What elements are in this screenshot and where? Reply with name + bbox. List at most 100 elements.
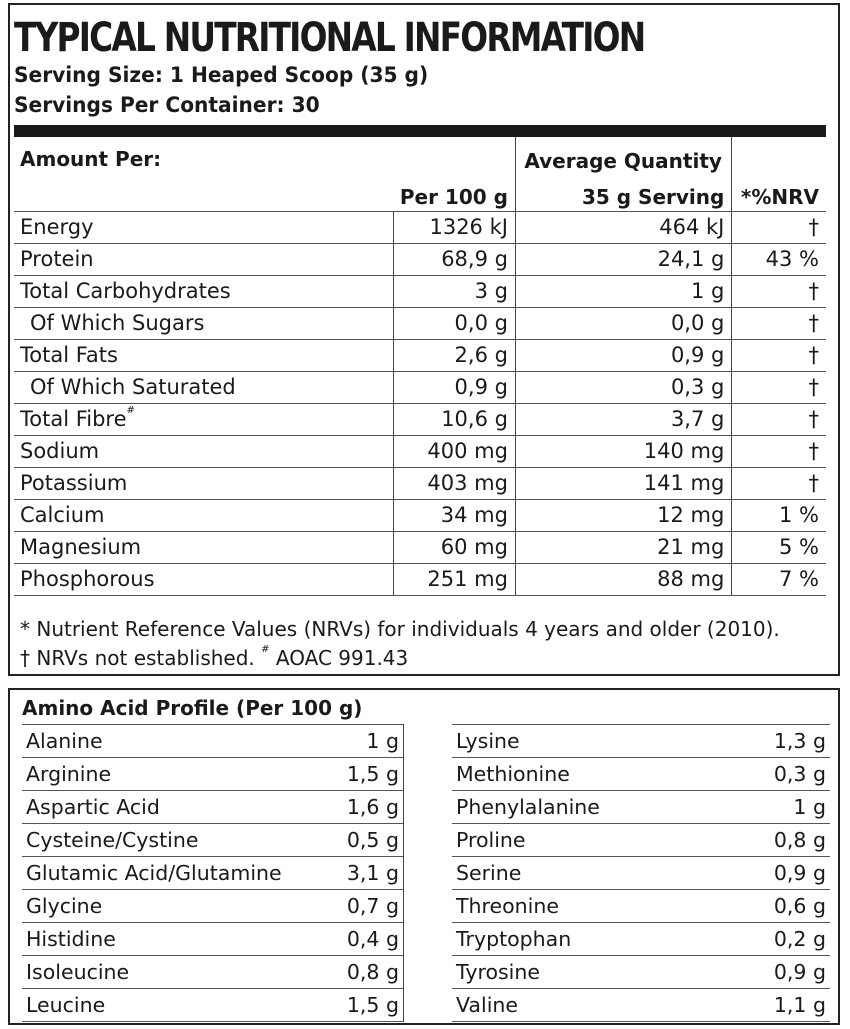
amino-acid-panel: [8, 688, 840, 1025]
footnote-sup: #: [261, 644, 270, 655]
serving-value: 464 kJ: [514, 210, 732, 243]
serving-value: 140 mg: [514, 434, 732, 467]
amino-value: 0,5 g: [332, 823, 405, 857]
amino-value: 1,1 g: [722, 988, 830, 1022]
nutrient-name: Total Carbohydrates: [14, 274, 394, 307]
footnote-dagger-text: † NRVs not established.: [20, 646, 255, 670]
amino-value: 0,3 g: [722, 757, 830, 791]
nrv-value: †: [731, 466, 826, 499]
amino-value: 0,2 g: [722, 922, 830, 956]
serving-value: 141 mg: [514, 466, 732, 499]
nutrient-name: Of Which Saturated: [14, 370, 394, 403]
amino-value: 0,6 g: [722, 889, 830, 923]
amino-value: 0,9 g: [722, 955, 830, 989]
amino-row: Alanine 1 g: [22, 724, 405, 758]
table-row: Calcium 34 mg 12 mg 1 %: [14, 498, 826, 531]
amount-per-header: Amount Per:: [20, 147, 162, 171]
nutrient-name-text: Sodium: [20, 439, 100, 463]
nutrient-name: Potassium: [14, 466, 394, 499]
amino-row: Valine 1,1 g: [452, 988, 830, 1022]
nutrient-name-text: Magnesium: [20, 535, 142, 559]
nutrient-name-text: Total Carbohydrates: [20, 279, 231, 303]
amino-name: Tryptophan: [452, 922, 723, 956]
nrv-value: 5 %: [731, 530, 826, 563]
per-100g-value: 34 mg: [393, 498, 516, 531]
footnote-aoac-text: AOAC 991.43: [275, 646, 409, 670]
nutrient-name: Magnesium: [14, 530, 394, 563]
nutrient-name: Total Fats: [14, 338, 394, 371]
table-row: Total Fats 2,6 g 0,9 g †: [14, 338, 826, 371]
nutrient-name: Protein: [14, 242, 394, 275]
nutrition-panel: [8, 3, 840, 676]
servings-per-container: Servings Per Container: 30: [14, 93, 320, 117]
amino-row: Serine 0,9 g: [452, 856, 830, 890]
amino-value: 0,8 g: [332, 955, 405, 989]
amino-name: Aspartic Acid: [22, 790, 333, 824]
nrv-header: *%NRV: [731, 137, 826, 211]
amino-row: Tyrosine 0,9 g: [452, 955, 830, 989]
amino-row: Proline 0,8 g: [452, 823, 830, 857]
nrv-value: 7 %: [731, 562, 826, 596]
nutrient-name-text: Calcium: [20, 503, 105, 527]
average-quantity-label: Average Quantity: [524, 148, 722, 173]
serving-value: 21 mg: [514, 530, 732, 563]
nrv-value: †: [731, 434, 826, 467]
amino-name: Histidine: [22, 922, 333, 956]
footnote-nrv: * Nutrient Reference Values (NRVs) for i…: [20, 617, 780, 641]
table-row: Total Fibre# 10,6 g 3,7 g †: [14, 402, 826, 435]
amino-row: Isoleucine 0,8 g: [22, 955, 405, 989]
nrv-value: †: [731, 210, 826, 243]
amino-name: Lysine: [452, 724, 723, 758]
nrv-value: †: [731, 274, 826, 307]
amino-value: 1 g: [332, 724, 405, 758]
per-100g-value: 0,9 g: [393, 370, 516, 403]
amino-name: Cysteine/Cystine: [22, 823, 333, 857]
serving-value: 0,9 g: [514, 338, 732, 371]
nrv-value: †: [731, 338, 826, 371]
nutrient-name-text: Phosphorous: [20, 567, 155, 591]
nutrient-name-text: Total Fibre: [20, 407, 127, 431]
amino-name: Phenylalanine: [452, 790, 723, 824]
nutrient-name: Calcium: [14, 498, 394, 531]
nutrient-sup: #: [126, 405, 135, 416]
amino-name: Serine: [452, 856, 723, 890]
amino-name: Alanine: [22, 724, 333, 758]
page-title: TYPICAL NUTRITIONAL INFORMATION: [14, 15, 646, 61]
nutrient-name: Total Fibre#: [14, 402, 394, 435]
nrv-value: 43 %: [731, 242, 826, 275]
amino-row: Arginine 1,5 g: [22, 757, 405, 791]
nutrition-table: Amount Per: Per 100 g Average Quantity 3…: [14, 137, 826, 596]
amino-value: 1,6 g: [332, 790, 405, 824]
nutrient-name-text: Of Which Sugars: [30, 311, 205, 335]
divider-bar: [14, 125, 826, 137]
amino-name: Leucine: [22, 988, 333, 1022]
amino-row: Leucine 1,5 g: [22, 988, 405, 1022]
per-100g-value: 3 g: [393, 274, 516, 307]
amino-table-right: Lysine 1,3 g Methionine 0,3 g Phenylalanine 1…: [452, 724, 830, 1022]
nutrient-name: Phosphorous: [14, 562, 394, 596]
amino-value: 1,3 g: [722, 724, 830, 758]
amino-row: Lysine 1,3 g: [452, 724, 830, 758]
amino-value: 0,8 g: [722, 823, 830, 857]
amino-row: Aspartic Acid 1,6 g: [22, 790, 405, 824]
serving-value: 12 mg: [514, 498, 732, 531]
per-100g-value: 60 mg: [393, 530, 516, 563]
per-100g-value: 1326 kJ: [393, 210, 516, 243]
serving-value: 0,0 g: [514, 306, 732, 339]
footnote-not-established: † NRVs not established. # AOAC 991.43: [20, 644, 409, 670]
table-row: Of Which Sugars 0,0 g 0,0 g †: [14, 306, 826, 339]
amino-table-left: Alanine 1 g Arginine 1,5 g Aspartic Acid 1,6 …: [22, 724, 405, 1022]
amino-row: Methionine 0,3 g: [452, 757, 830, 791]
per-100g-value: 68,9 g: [393, 242, 516, 275]
amino-name: Tyrosine: [452, 955, 723, 989]
serving-size: Serving Size: 1 Heaped Scoop (35 g): [14, 63, 429, 87]
amino-name: Valine: [452, 988, 723, 1022]
table-row: Protein 68,9 g 24,1 g 43 %: [14, 242, 826, 275]
nutrient-name-text: Protein: [20, 247, 94, 271]
nutrient-name-text: Of Which Saturated: [30, 375, 236, 399]
serving-value: 24,1 g: [514, 242, 732, 275]
amino-name: Threonine: [452, 889, 723, 923]
amino-acid-title: Amino Acid Profile (Per 100 g): [22, 696, 363, 720]
per-100g-value: 0,0 g: [393, 306, 516, 339]
